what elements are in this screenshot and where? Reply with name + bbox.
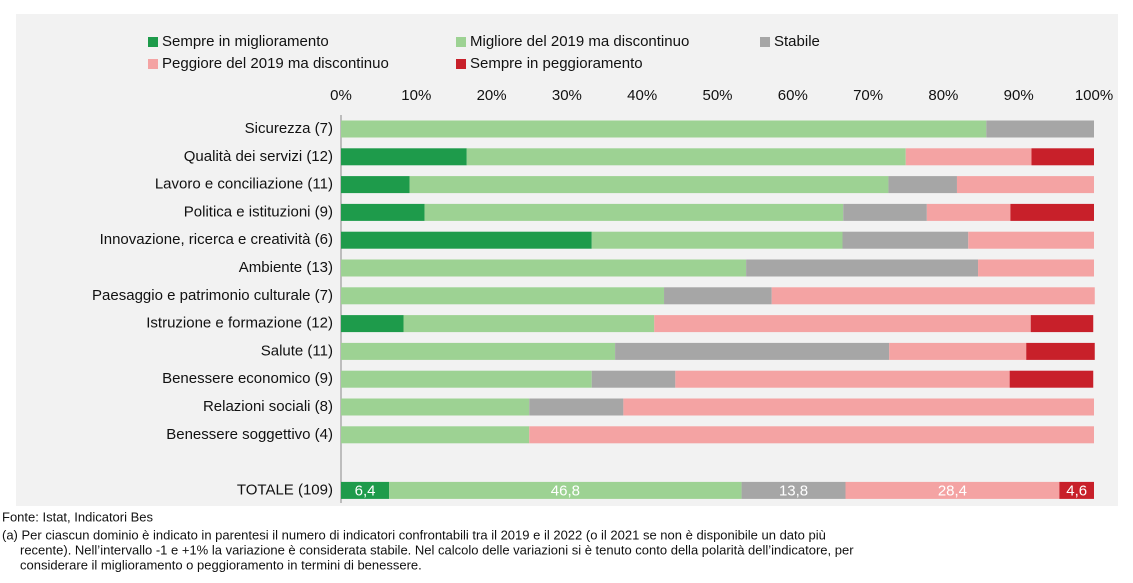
x-tick-label: 30% bbox=[552, 87, 582, 104]
bar-segment bbox=[1009, 370, 1094, 388]
bar-segment bbox=[409, 176, 889, 194]
data-label: 13,8 bbox=[779, 482, 808, 499]
y-tick-label: Paesaggio e patrimonio culturale (7) bbox=[92, 287, 333, 304]
bar-segment bbox=[341, 287, 665, 305]
x-tick-label: 20% bbox=[477, 87, 507, 104]
x-tick-label: 0% bbox=[330, 87, 352, 104]
bar-segment bbox=[845, 481, 1060, 499]
x-tick-label: 90% bbox=[1004, 87, 1034, 104]
bar-segment bbox=[1010, 203, 1094, 221]
legend-swatch bbox=[760, 37, 770, 47]
bar-segment bbox=[968, 231, 1094, 249]
bar-segment bbox=[341, 370, 592, 388]
x-tick-label: 50% bbox=[702, 87, 732, 104]
bar-segment bbox=[341, 398, 530, 416]
bar-segment bbox=[341, 120, 987, 138]
bar-segment bbox=[926, 203, 1011, 221]
y-tick-label: Qualità dei servizi (12) bbox=[184, 148, 333, 165]
legend-swatch bbox=[148, 37, 158, 47]
bar-segment bbox=[341, 231, 592, 249]
y-tick-label: TOTALE (109) bbox=[237, 481, 333, 498]
bar-segment bbox=[956, 176, 1094, 194]
data-label: 46,8 bbox=[551, 482, 580, 499]
legend-label: Migliore del 2019 ma discontinuo bbox=[470, 33, 689, 50]
y-tick-label: Relazioni sociali (8) bbox=[203, 398, 333, 415]
note-line: recente). Nell’intervallo -1 e +1% la va… bbox=[20, 542, 854, 557]
bar-segment bbox=[675, 370, 1010, 388]
bar-segment bbox=[771, 287, 1095, 305]
bar-segment bbox=[888, 176, 957, 194]
bar-segment bbox=[889, 342, 1027, 360]
bar-segment bbox=[1031, 148, 1094, 166]
y-tick-label: Benessere economico (9) bbox=[162, 370, 333, 387]
x-tick-label: 60% bbox=[778, 87, 808, 104]
x-tick-label: 100% bbox=[1075, 87, 1113, 104]
bar-segment bbox=[746, 259, 979, 277]
legend-label: Peggiore del 2019 ma discontinuo bbox=[162, 55, 389, 72]
legend-label: Sempre in peggioramento bbox=[470, 55, 643, 72]
bar-segment bbox=[341, 426, 530, 444]
note-line: considerare il miglioramento o peggioram… bbox=[20, 557, 422, 572]
bar-segment bbox=[986, 120, 1094, 138]
y-tick-label: Istruzione e formazione (12) bbox=[146, 315, 333, 332]
note-line: (a) Per ciascun dominio è indicato in pa… bbox=[2, 527, 826, 542]
legend-swatch bbox=[148, 59, 158, 69]
x-tick-label: 70% bbox=[853, 87, 883, 104]
bar-segment bbox=[905, 148, 1032, 166]
legend-swatch bbox=[456, 37, 466, 47]
bar-segment bbox=[403, 315, 655, 333]
bar-segment bbox=[1026, 342, 1095, 360]
bar-segment bbox=[654, 315, 1031, 333]
legend-label: Sempre in miglioramento bbox=[162, 33, 329, 50]
x-tick-label: 80% bbox=[928, 87, 958, 104]
bar-segment bbox=[341, 342, 616, 360]
bar-segment bbox=[1059, 481, 1094, 499]
bar-segment bbox=[591, 231, 843, 249]
data-label: 6,4 bbox=[355, 482, 376, 499]
y-tick-label: Salute (11) bbox=[261, 342, 333, 359]
bar-segment bbox=[341, 315, 404, 333]
data-label: 28,4 bbox=[938, 482, 967, 499]
bar-segment bbox=[615, 342, 890, 360]
bar-segment bbox=[341, 148, 467, 166]
bar-segment bbox=[843, 203, 927, 221]
y-tick-label: Sicurezza (7) bbox=[245, 120, 333, 137]
bar-segment bbox=[341, 176, 410, 194]
bar-segment bbox=[341, 481, 390, 499]
bar-segment bbox=[466, 148, 906, 166]
y-tick-label: Politica e istituzioni (9) bbox=[184, 203, 333, 220]
bar-segment bbox=[664, 287, 772, 305]
legend-swatch bbox=[456, 59, 466, 69]
bar-segment bbox=[341, 259, 747, 277]
x-tick-label: 40% bbox=[627, 87, 657, 104]
bar-segment bbox=[341, 203, 425, 221]
bar-segment bbox=[591, 370, 676, 388]
bar-segment bbox=[529, 426, 1094, 444]
legend-label: Stabile bbox=[774, 33, 820, 50]
bar-segment bbox=[623, 398, 1094, 416]
y-tick-label: Lavoro e conciliazione (11) bbox=[155, 176, 333, 193]
y-tick-label: Innovazione, ricerca e creatività (6) bbox=[100, 231, 333, 248]
bar-segment bbox=[529, 398, 624, 416]
source: Fonte: Istat, Indicatori Bes bbox=[2, 509, 154, 524]
y-tick-label: Ambiente (13) bbox=[239, 259, 333, 276]
bar-segment bbox=[741, 481, 846, 499]
x-tick-label: 10% bbox=[401, 87, 431, 104]
bar-segment bbox=[842, 231, 969, 249]
data-label: 4,6 bbox=[1066, 482, 1087, 499]
bar-segment bbox=[1030, 315, 1094, 333]
bar-segment bbox=[978, 259, 1094, 277]
y-tick-label: Benessere soggettivo (4) bbox=[166, 426, 333, 443]
bar-segment bbox=[389, 481, 742, 499]
bar-segment bbox=[424, 203, 844, 221]
